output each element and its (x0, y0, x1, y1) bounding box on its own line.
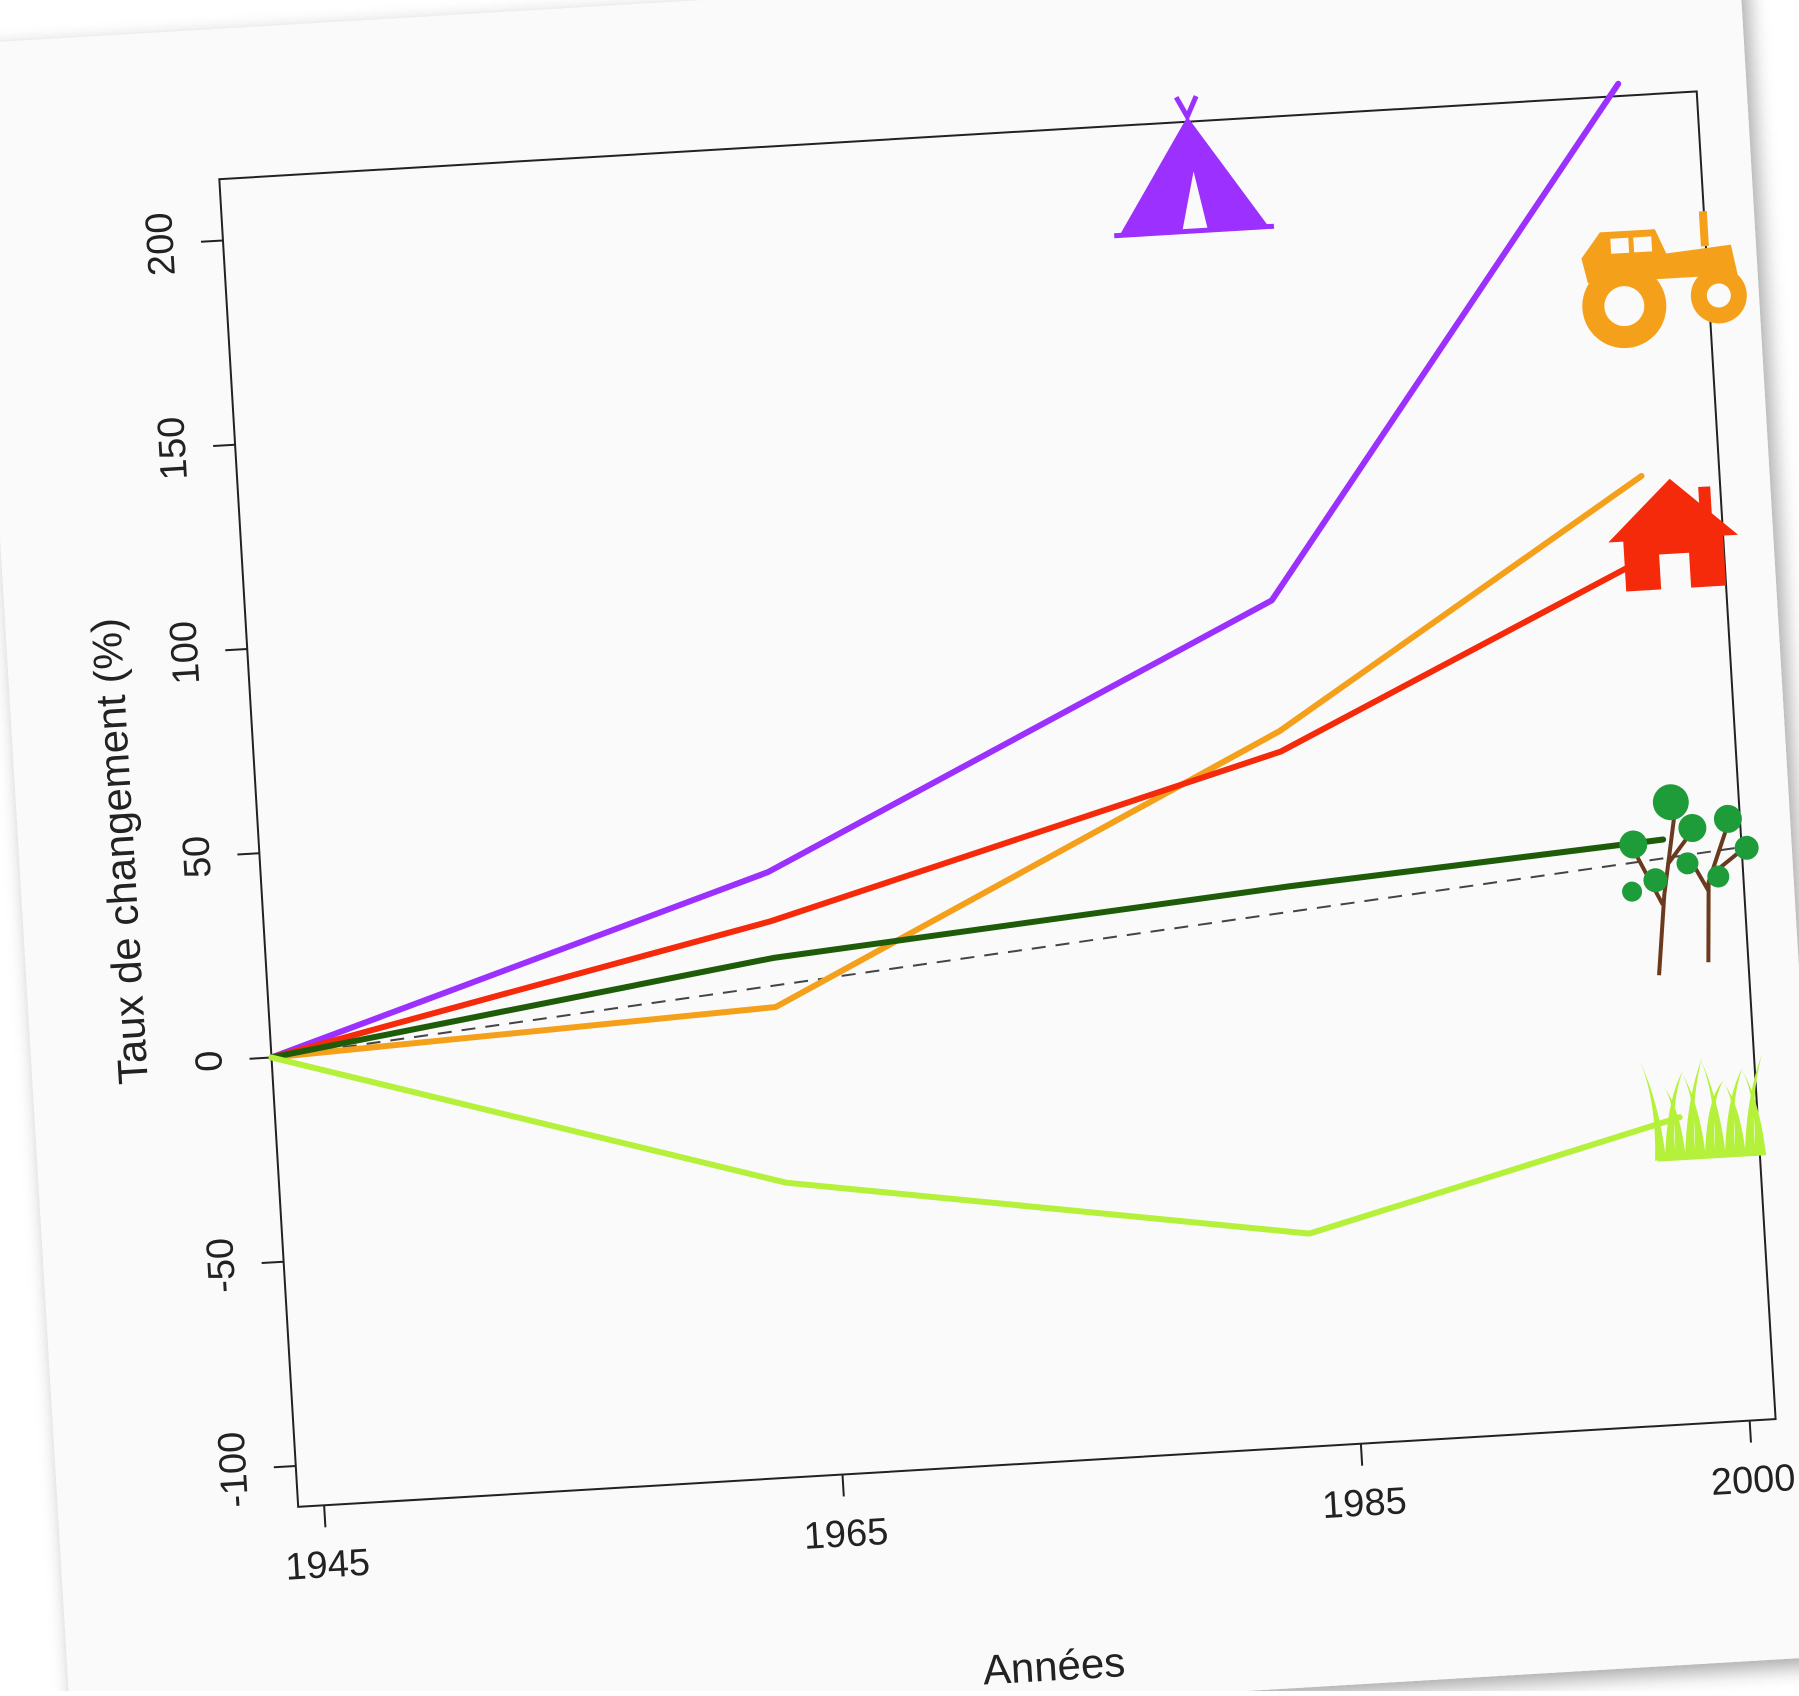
y-tick-mark (237, 852, 260, 856)
x-tick-label: 2000 (1710, 1457, 1797, 1504)
series-lines (268, 80, 1683, 1237)
y-tick-label: 200 (138, 211, 184, 277)
house-series-line (268, 554, 1650, 1061)
trees-icon (1619, 784, 1759, 976)
axis-ticks: 1945 1965 1985 2000 -100 -50 0 50 100 150 200 (138, 211, 1797, 1589)
x-tick-mark (323, 1505, 327, 1528)
reference-line (271, 846, 1742, 1059)
y-tick-mark (213, 443, 236, 448)
x-tick-mark (1359, 1443, 1364, 1466)
x-tick-mark (841, 1474, 845, 1497)
house-icon (1608, 478, 1739, 592)
grass-series-line (268, 1054, 1683, 1237)
y-tick-label: -100 (211, 1430, 257, 1508)
x-axis-label: Années (981, 1638, 1126, 1691)
tractor-series-line (268, 472, 1645, 1061)
y-tick-mark (249, 1056, 272, 1060)
y-tick-label: 0 (188, 1049, 231, 1073)
x-tick-mark (1748, 1420, 1752, 1443)
plot-frame (218, 90, 1777, 1508)
y-tick-label: -50 (199, 1237, 244, 1294)
series-icons (1114, 95, 1766, 1162)
y-tick-mark (225, 647, 248, 652)
y-tick-label: 100 (162, 620, 208, 686)
y-tick-label: 150 (150, 416, 196, 482)
tent-icon (1114, 95, 1275, 239)
x-tick-label: 1945 (284, 1542, 371, 1589)
y-tick-mark (261, 1260, 284, 1265)
trees-series-line (268, 836, 1667, 1061)
x-tick-label: 1965 (803, 1511, 890, 1558)
y-tick-mark (273, 1465, 296, 1469)
grass-icon (1640, 1054, 1766, 1162)
y-tick-label: 50 (175, 835, 219, 880)
tent-series-line (268, 80, 1622, 1061)
x-tick-label: 1985 (1321, 1480, 1408, 1527)
reference-dashed-line (271, 846, 1742, 1059)
y-tick-mark (200, 239, 224, 243)
tractor-icon (1581, 211, 1747, 349)
